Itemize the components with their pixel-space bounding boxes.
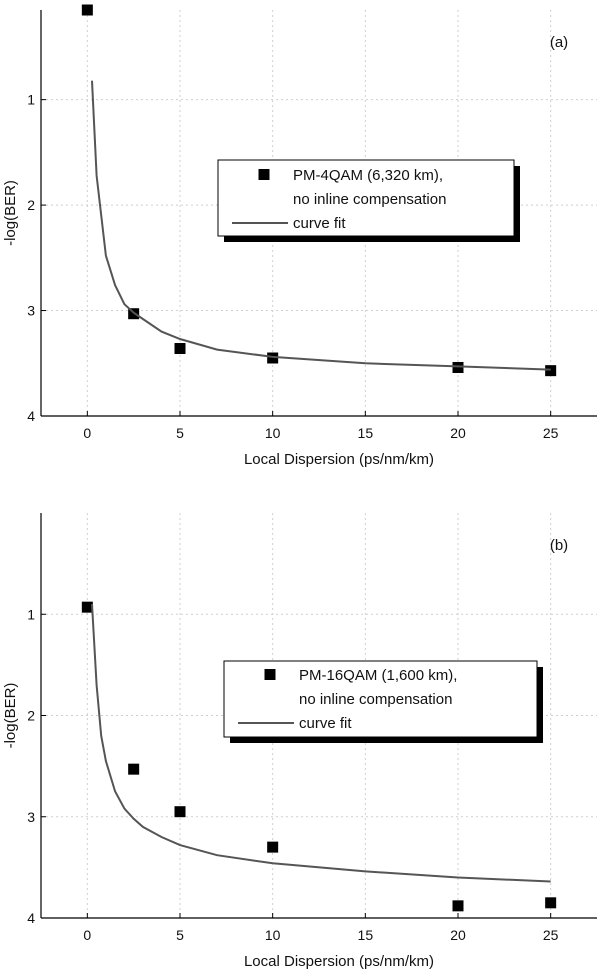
y-axis-label: -log(BER) bbox=[2, 180, 19, 246]
data-point-square bbox=[175, 343, 186, 354]
legend-label-curve-fit: curve fit bbox=[293, 215, 346, 232]
x-tick-label: 10 bbox=[265, 927, 281, 943]
legend-label-data-line1: PM-4QAM (6,320 km), bbox=[293, 167, 443, 184]
legend: PM-4QAM (6,320 km), no inline compensati… bbox=[218, 160, 520, 242]
x-tick-label: 25 bbox=[543, 425, 559, 441]
x-tick-label: 20 bbox=[450, 927, 466, 943]
data-point-square bbox=[545, 365, 556, 376]
y-tick-label: 3 bbox=[27, 303, 35, 319]
data-point-square bbox=[453, 900, 464, 911]
y-tick-label: 1 bbox=[27, 606, 35, 622]
y-axis-label: -log(BER) bbox=[2, 683, 19, 749]
x-tick-label: 15 bbox=[358, 927, 374, 943]
y-tick-label: 1 bbox=[27, 92, 35, 108]
chart-panel-b: 0 5 10 15 20 25 1 2 3 4 Local Dispersion (ps/nm/km… bbox=[2, 513, 597, 969]
data-point-square bbox=[545, 897, 556, 908]
legend-label-data-line1: PM-16QAM (1,600 km), bbox=[299, 667, 457, 684]
x-tick-label: 0 bbox=[83, 927, 91, 943]
x-tick-label: 25 bbox=[543, 927, 559, 943]
data-point-square bbox=[267, 842, 278, 853]
y-tick-label: 3 bbox=[27, 809, 35, 825]
panel-label: (a) bbox=[550, 34, 568, 51]
legend-label-curve-fit: curve fit bbox=[299, 715, 352, 732]
data-point-square bbox=[128, 764, 139, 775]
legend: PM-16QAM (1,600 km), no inline compensat… bbox=[224, 661, 543, 743]
x-tick-label: 5 bbox=[176, 927, 184, 943]
y-tick-label: 4 bbox=[27, 910, 35, 926]
legend-label-data-line2: no inline compensation bbox=[293, 191, 446, 208]
chart-panel-a: 0 5 10 15 20 25 1 2 3 4 Local Dispersion (ps/nm/km… bbox=[2, 5, 597, 469]
legend-label-data-line2: no inline compensation bbox=[299, 691, 452, 708]
x-axis-label: Local Dispersion (ps/nm/km) bbox=[244, 451, 434, 468]
data-point-square bbox=[82, 5, 93, 16]
legend-marker-square bbox=[265, 669, 276, 680]
x-tick-label: 15 bbox=[358, 425, 374, 441]
panel-label: (b) bbox=[550, 537, 568, 554]
x-tick-label: 10 bbox=[265, 425, 281, 441]
y-tick-label: 2 bbox=[27, 708, 35, 724]
x-tick-label: 5 bbox=[176, 425, 184, 441]
x-tick-label: 20 bbox=[450, 425, 466, 441]
legend-marker-square bbox=[259, 169, 270, 180]
x-axis-label: Local Dispersion (ps/nm/km) bbox=[244, 953, 434, 969]
data-point-square bbox=[175, 806, 186, 817]
y-tick-label: 2 bbox=[27, 197, 35, 213]
y-tick-label: 4 bbox=[27, 408, 35, 424]
x-tick-label: 0 bbox=[83, 425, 91, 441]
